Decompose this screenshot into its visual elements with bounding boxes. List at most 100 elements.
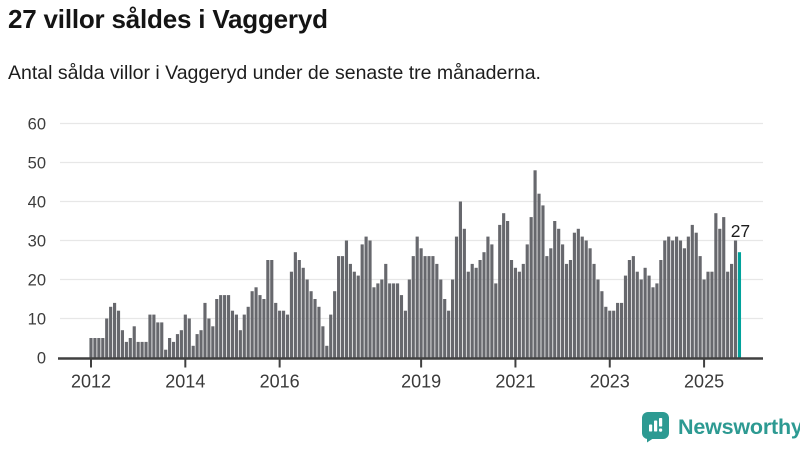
- bar: [588, 248, 592, 358]
- bar: [710, 271, 714, 358]
- bar: [600, 291, 604, 358]
- bar: [604, 306, 608, 358]
- bar: [97, 338, 101, 358]
- bar: [109, 306, 113, 358]
- y-tick-label: 40: [28, 194, 46, 212]
- bar: [156, 322, 160, 358]
- bar: [454, 236, 459, 358]
- bar: [132, 326, 136, 358]
- newsworthy-logo: Newsworthy: [641, 411, 800, 443]
- bar: [101, 338, 105, 358]
- bar: [116, 310, 121, 358]
- bar: [211, 326, 215, 358]
- y-tick-label: 60: [28, 116, 46, 134]
- bar: [439, 279, 443, 358]
- bar: [423, 256, 427, 358]
- bar: [643, 267, 647, 358]
- bar: [376, 283, 380, 358]
- bar: [238, 330, 242, 358]
- bar: [254, 287, 258, 358]
- bar: [321, 326, 325, 358]
- last-value-label: 27: [731, 221, 750, 241]
- bar: [447, 310, 451, 358]
- bar: [258, 295, 262, 358]
- bar: [223, 295, 227, 358]
- bar: [364, 236, 368, 358]
- bar: [580, 236, 584, 358]
- bar: [616, 302, 620, 358]
- bar: [596, 279, 600, 358]
- bar: [639, 279, 643, 358]
- bar: [274, 302, 278, 358]
- bar: [392, 283, 396, 358]
- bar: [293, 252, 297, 358]
- bar: [568, 260, 573, 358]
- bar: [384, 263, 388, 358]
- bar: [592, 263, 596, 358]
- bar: [694, 232, 698, 358]
- bar: [230, 310, 235, 358]
- bar: [395, 283, 400, 358]
- bar: [450, 279, 455, 358]
- bar: [584, 240, 588, 358]
- bar: [262, 299, 266, 358]
- bar: [187, 318, 191, 358]
- bar: [399, 295, 404, 358]
- bar: [411, 256, 415, 358]
- bar: [675, 236, 679, 358]
- bar: [498, 224, 502, 358]
- bar: [282, 310, 286, 358]
- bar: [667, 236, 671, 358]
- bar: [309, 291, 313, 358]
- bar: [726, 271, 730, 358]
- bar: [623, 275, 628, 358]
- newsworthy-logo-text: Newsworthy: [678, 414, 800, 439]
- bar: [356, 275, 360, 358]
- bar: [419, 248, 423, 358]
- bar: [199, 330, 203, 358]
- bar: [655, 283, 659, 358]
- x-tick-label: 2019: [401, 372, 441, 392]
- bar: [289, 271, 294, 358]
- bar: [266, 260, 270, 358]
- bar: [435, 263, 439, 358]
- bar: [113, 302, 117, 358]
- bar: [494, 283, 498, 358]
- bar: [502, 213, 506, 358]
- bar: [722, 217, 726, 358]
- bar: [325, 345, 329, 358]
- x-tick-label: 2021: [495, 372, 535, 392]
- bar: [443, 299, 447, 358]
- x-tick-label: 2012: [71, 372, 111, 392]
- bar: [714, 213, 718, 358]
- bar: [270, 260, 274, 358]
- y-tick-label: 50: [28, 155, 46, 173]
- bar: [427, 256, 431, 358]
- bar: [627, 260, 631, 358]
- bar: [171, 341, 176, 358]
- bar: [612, 310, 616, 358]
- bar: [557, 228, 561, 358]
- bar: [403, 310, 407, 358]
- bar: [458, 201, 462, 358]
- bar: [474, 267, 478, 358]
- bar: [183, 314, 187, 358]
- y-tick-label: 10: [28, 311, 46, 329]
- bar: [541, 205, 545, 358]
- bar: [388, 283, 392, 358]
- bar: [124, 341, 128, 358]
- bar: [246, 306, 250, 358]
- bar: [203, 302, 207, 358]
- bar: [486, 236, 490, 358]
- bar: [168, 338, 172, 358]
- bar: [278, 310, 282, 358]
- y-tick-label: 30: [28, 233, 46, 251]
- bar: [545, 256, 549, 358]
- bar: [730, 263, 734, 358]
- y-tick-label: 0: [37, 350, 46, 368]
- bar: [333, 291, 337, 358]
- bar: [93, 338, 97, 358]
- bar: [576, 228, 580, 358]
- bar: [215, 299, 219, 358]
